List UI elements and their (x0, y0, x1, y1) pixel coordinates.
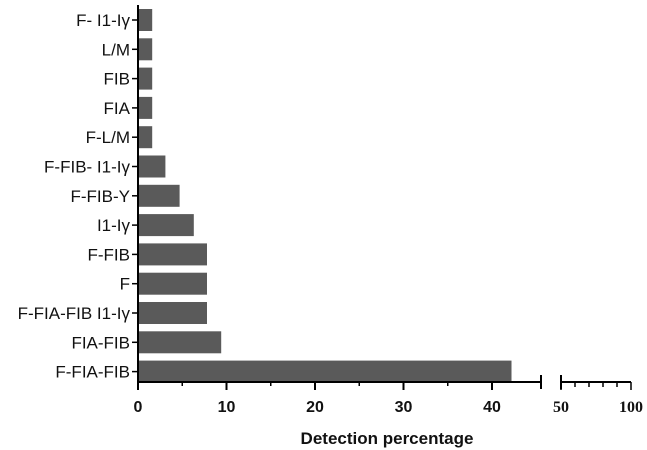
category-label: F-FIB-Y (71, 187, 131, 206)
axes-group: 0 10 20 30 40 50 100 (132, 5, 643, 416)
bar (138, 38, 153, 61)
category-label: F-FIA-FIB (55, 363, 130, 382)
x-tick-label: 10 (218, 399, 236, 416)
bar (138, 96, 153, 119)
bar (138, 360, 512, 383)
category-label: I1-Iγ (97, 216, 131, 235)
category-label: FIB (104, 70, 130, 89)
x-tick-label: 40 (483, 399, 501, 416)
category-label: F-L/M (86, 128, 130, 147)
x-tick-label: 100 (619, 399, 643, 416)
bar (138, 331, 222, 354)
x-tick-label: 50 (553, 399, 569, 416)
x-tick-label: 0 (134, 399, 143, 416)
x-tick-label: 30 (395, 399, 413, 416)
bar (138, 155, 166, 178)
category-label: F- I1-Iγ (76, 11, 130, 30)
bar (138, 9, 153, 31)
bar (138, 67, 153, 90)
bar (138, 302, 207, 324)
bar (138, 243, 207, 266)
bar (138, 184, 180, 207)
category-label: F (120, 275, 130, 294)
category-label: F-FIA-FIB I1-Iγ (18, 304, 131, 323)
category-label: F-FIB- I1-Iγ (44, 158, 130, 177)
category-labels-group: F- I1-Iγ L/M FIB FIA F-L/M F-FIB- I1-Iγ F-FIB-… (18, 11, 131, 382)
category-label: FIA (104, 99, 131, 118)
category-label: F-FIB (88, 245, 131, 264)
bars-group (138, 9, 512, 383)
x-tick-label: 20 (306, 399, 324, 416)
x-axis-title: Detection percentage (301, 429, 474, 448)
bar (138, 126, 153, 149)
category-label: FIA-FIB (71, 333, 130, 352)
category-label: L/M (102, 40, 130, 59)
bar (138, 272, 207, 295)
bar (138, 214, 194, 237)
